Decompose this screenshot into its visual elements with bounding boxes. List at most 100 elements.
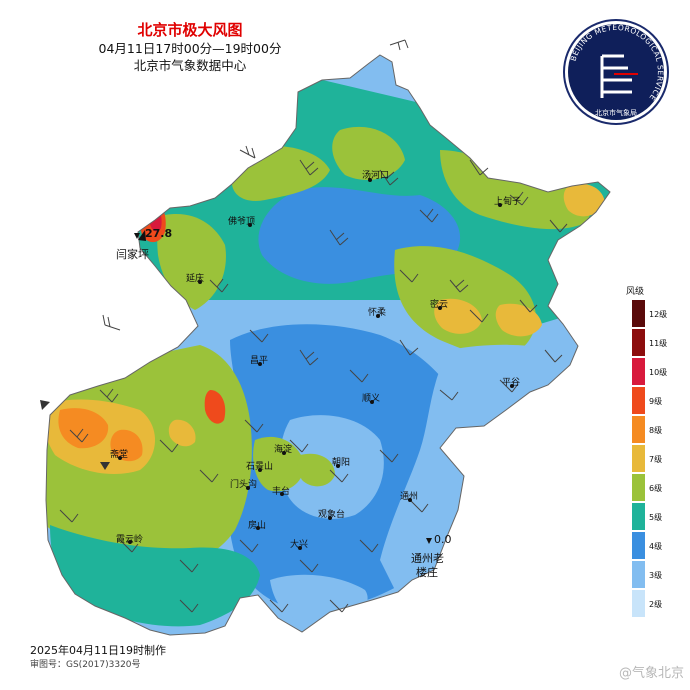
legend-swatch (632, 416, 645, 443)
contour-level-7-ne-edge (563, 183, 605, 217)
wind-flag (40, 400, 50, 410)
wind-barb (249, 329, 269, 343)
wind-barb (399, 339, 419, 356)
contour-level-9-mentougou (204, 390, 226, 424)
station-dot (128, 540, 132, 544)
logo-emblem-icon (600, 54, 632, 98)
wind-barb (329, 599, 349, 613)
wind-barb (389, 39, 409, 51)
legend-label: 3级 (649, 571, 663, 580)
station-dot (510, 384, 514, 388)
wind-barb (509, 191, 529, 206)
wind-barb (329, 469, 349, 483)
place-foyeding: 佛爷顶 (228, 217, 256, 227)
legend-swatch (632, 445, 645, 472)
wind-barb (299, 559, 319, 573)
legend-label: 6级 (649, 484, 663, 493)
wind-barb (379, 169, 399, 186)
place-shangdianzi: 上甸子 (494, 197, 522, 207)
contour-level-6-tanghekou (332, 126, 405, 180)
wind-barb (244, 419, 264, 433)
place-tongzhou: 通州 (400, 492, 419, 502)
wind-barb (409, 499, 429, 513)
station-dot (298, 546, 302, 550)
wind-barb (209, 278, 229, 293)
wind-barb (69, 428, 89, 443)
place-haidian: 海淀 (274, 445, 293, 455)
wind-barb (399, 269, 419, 283)
production-date: 2025年04月11日19时制作 (30, 644, 166, 657)
weibo-watermark: @气象北京 (618, 666, 684, 681)
contour-level-6-shijingshan (253, 436, 305, 492)
wind-barb (299, 159, 319, 176)
legend-label: 2级 (649, 600, 663, 609)
place-changping: 昌平 (250, 356, 269, 366)
place-shunyi: 顺义 (362, 394, 381, 404)
review-number: 审图号：GS(2017)3320号 (30, 660, 141, 670)
legend-swatch (632, 474, 645, 501)
wind-barb (359, 539, 379, 553)
station-min-value: 0.0 (434, 533, 452, 546)
station-dot (498, 203, 502, 207)
wind-barb (159, 439, 179, 453)
place-xiayunling: 霞云岭 (116, 535, 144, 545)
map-title: 北京市极大风图 (137, 21, 243, 39)
wind-barb (349, 369, 369, 383)
place-guanxiangtai: 观象台 (318, 510, 346, 520)
wind-barb (99, 388, 119, 403)
contour-level-6-yanqing (157, 214, 226, 310)
station-min-marker (426, 538, 432, 544)
wind-barb (289, 439, 309, 453)
station-dot (258, 362, 262, 366)
place-pinggu: 平谷 (502, 378, 521, 388)
place-zhaitang: 斋堂 (110, 450, 129, 460)
place-mentougou: 门头沟 (230, 480, 258, 490)
place-fangshan: 房山 (248, 521, 267, 531)
station-dot (408, 498, 412, 502)
station-dot (118, 456, 122, 460)
wind-barb (549, 219, 568, 233)
station-dot (328, 516, 332, 520)
station-dot (258, 468, 262, 472)
legend-label: 9级 (649, 397, 663, 406)
wind-flag (100, 462, 110, 470)
legend-label: 8级 (649, 426, 663, 435)
station-dot (438, 306, 442, 310)
station-dot (248, 223, 252, 227)
wind-barb (299, 349, 319, 366)
wind-barb (239, 539, 259, 553)
station-max-marker (134, 233, 140, 239)
legend-swatch (632, 300, 645, 327)
place-miyun: 密云 (430, 300, 449, 310)
station-dot (280, 492, 284, 496)
wind-barb (119, 539, 139, 553)
wind-barb (179, 559, 199, 573)
legend-title: 风级 (626, 287, 645, 297)
wind-barb (59, 509, 79, 523)
contour-level-7-miyun (434, 298, 482, 334)
wind-barb (102, 314, 121, 331)
legend-swatch (632, 590, 645, 617)
wind-barb (499, 379, 519, 393)
place-tanghekou: 汤河口 (362, 171, 390, 181)
legend-swatch (632, 387, 645, 414)
station-markers (118, 178, 514, 550)
station-dot (246, 486, 250, 490)
station-dot (256, 526, 260, 530)
contour-level-6-fengtai (297, 453, 335, 487)
station-dot (376, 314, 380, 318)
wind-barb (419, 208, 439, 223)
place-daxing: 大兴 (290, 540, 309, 550)
contour-level-8-zhaitang-e (110, 429, 143, 462)
place-tongzhou-laotao: 通州老 (411, 552, 444, 565)
place-menjiaping: 闫家坪 (116, 248, 149, 261)
contour-level-7-mentougou (168, 419, 196, 447)
wind-barb (469, 309, 489, 323)
title-block: 北京市极大风图 04月11日17时00分—19时00分 北京市气象数据中心 (60, 20, 320, 74)
contour-level-5-southwest (50, 525, 260, 627)
legend-swatch (632, 503, 645, 530)
legend-label: 11级 (649, 339, 668, 348)
place-louzhuang: 楼庄 (416, 566, 438, 579)
wind-flag (138, 230, 146, 241)
